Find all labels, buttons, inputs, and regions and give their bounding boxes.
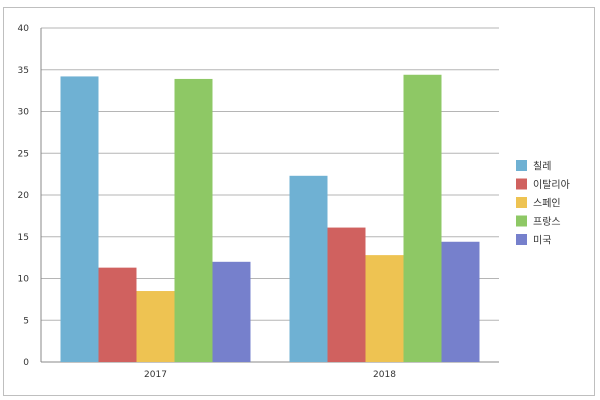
bar-이탈리아-2018 [327, 227, 366, 362]
y-axis: 0 5 10 15 20 25 30 35 40 [18, 24, 42, 368]
x-category-label: 2017 [144, 370, 167, 380]
y-tick-label: 40 [18, 24, 30, 34]
bar-칠레-2018 [289, 175, 328, 362]
legend-label: 프랑스 [533, 216, 561, 228]
bar-이탈리아-2017 [98, 267, 137, 362]
bar-프랑스-2017 [174, 78, 213, 362]
y-tick-label: 15 [18, 233, 29, 243]
x-axis: 2017 2018 [144, 370, 396, 380]
legend-label: 칠레 [533, 161, 551, 173]
legend-label: 스페인 [533, 198, 561, 210]
bar-칠레-2017 [60, 76, 99, 363]
legend-swatch [516, 178, 527, 190]
bar-프랑스-2018 [403, 74, 442, 362]
legend-swatch [516, 215, 527, 227]
legend-label: 이탈리아 [533, 178, 570, 191]
y-tick-label: 20 [18, 191, 30, 201]
legend-label: 미국 [533, 235, 551, 247]
y-tick-label: 10 [18, 275, 30, 285]
x-category-label: 2018 [373, 370, 396, 380]
legend-swatch [516, 197, 527, 208]
bar-스페인-2018 [365, 255, 404, 362]
y-tick-label: 25 [18, 149, 29, 159]
bar-스페인-2017 [136, 291, 175, 362]
y-tick-label: 5 [23, 316, 29, 326]
legend-swatch [516, 160, 527, 171]
bar-미국-2018 [441, 241, 480, 362]
bars [60, 74, 480, 363]
y-tick-label: 35 [18, 66, 29, 76]
bar-미국-2017 [212, 261, 251, 362]
legend-swatch [516, 234, 527, 245]
y-tick-label: 30 [18, 108, 30, 118]
y-tick-label: 0 [23, 358, 29, 368]
